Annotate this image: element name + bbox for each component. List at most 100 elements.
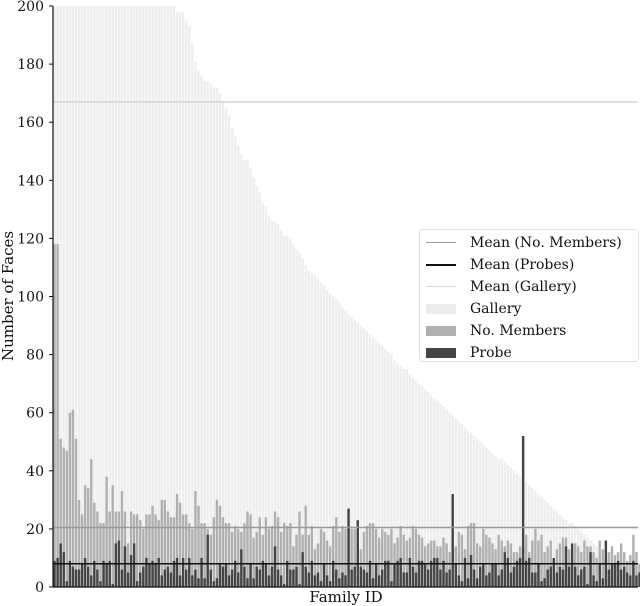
bar bbox=[622, 566, 626, 587]
bar bbox=[243, 159, 246, 587]
legend-patch-no-members-icon bbox=[426, 326, 456, 336]
bar bbox=[316, 543, 320, 587]
bar bbox=[460, 534, 464, 587]
bar bbox=[457, 575, 461, 587]
bar bbox=[335, 569, 338, 587]
bar bbox=[123, 546, 127, 587]
bar bbox=[160, 6, 163, 587]
bar bbox=[555, 572, 559, 587]
bar bbox=[148, 514, 151, 588]
bar bbox=[126, 572, 130, 587]
bar bbox=[126, 543, 130, 587]
bar bbox=[243, 566, 246, 587]
legend-line-mean-probes-icon bbox=[426, 260, 456, 270]
bar bbox=[105, 476, 108, 587]
bar bbox=[243, 523, 246, 587]
bar bbox=[68, 412, 72, 587]
bar bbox=[191, 528, 194, 587]
bar bbox=[426, 569, 430, 587]
bar bbox=[399, 557, 402, 587]
bar bbox=[289, 569, 292, 587]
bar bbox=[172, 560, 176, 587]
bar bbox=[252, 177, 255, 587]
bar bbox=[497, 534, 500, 587]
bar bbox=[528, 485, 531, 587]
bar bbox=[148, 6, 151, 587]
bar bbox=[558, 543, 562, 587]
bar bbox=[543, 499, 546, 587]
bar bbox=[74, 438, 78, 587]
bar bbox=[472, 435, 476, 587]
bar bbox=[289, 523, 292, 587]
bar bbox=[93, 502, 96, 587]
bar bbox=[71, 6, 75, 587]
bar bbox=[381, 569, 384, 587]
bar bbox=[59, 6, 62, 587]
bar bbox=[356, 520, 359, 587]
bar bbox=[240, 154, 243, 587]
bar bbox=[273, 546, 277, 587]
bar bbox=[114, 6, 118, 587]
bar bbox=[230, 531, 234, 587]
bar bbox=[276, 569, 280, 587]
bar bbox=[258, 517, 261, 587]
bar bbox=[454, 418, 457, 587]
bar bbox=[307, 534, 310, 587]
y-tick-label: 120 bbox=[17, 231, 44, 247]
bar bbox=[175, 494, 179, 587]
bar bbox=[197, 69, 200, 587]
bar bbox=[249, 514, 252, 588]
bar bbox=[237, 145, 240, 587]
bar bbox=[221, 517, 225, 587]
bar bbox=[598, 563, 601, 587]
bar bbox=[90, 575, 93, 587]
bar bbox=[635, 575, 638, 587]
bar bbox=[512, 566, 516, 587]
bar bbox=[181, 557, 185, 587]
bar bbox=[283, 523, 286, 587]
bar bbox=[166, 566, 170, 587]
bar bbox=[384, 348, 387, 587]
bar bbox=[445, 409, 448, 587]
bar bbox=[423, 563, 427, 587]
bar bbox=[405, 369, 408, 588]
bar bbox=[160, 499, 163, 587]
bar bbox=[408, 374, 412, 587]
bar bbox=[555, 511, 559, 587]
bar bbox=[151, 560, 154, 587]
bar bbox=[537, 563, 540, 587]
bar bbox=[589, 552, 592, 587]
bar bbox=[497, 459, 500, 587]
bar bbox=[71, 409, 75, 587]
bar bbox=[313, 575, 317, 587]
bar bbox=[411, 526, 415, 587]
bar bbox=[224, 107, 228, 588]
bar bbox=[368, 560, 372, 587]
bar bbox=[59, 438, 62, 587]
bar bbox=[390, 354, 393, 587]
bar bbox=[203, 578, 206, 587]
bar bbox=[374, 528, 378, 587]
bar bbox=[126, 6, 130, 587]
bar bbox=[411, 377, 415, 587]
bar bbox=[402, 534, 405, 587]
bar bbox=[629, 575, 632, 587]
bar bbox=[454, 563, 457, 587]
bar bbox=[436, 401, 439, 587]
bar bbox=[561, 537, 565, 587]
legend: Mean (No. Members) Mean (Probes) Mean (G… bbox=[419, 229, 639, 362]
bar bbox=[390, 528, 393, 587]
bar bbox=[246, 578, 249, 587]
bar bbox=[506, 464, 510, 587]
y-tick-label: 200 bbox=[17, 0, 44, 15]
bar bbox=[298, 584, 301, 587]
bar bbox=[206, 534, 209, 587]
bar bbox=[332, 526, 335, 587]
legend-item-mean-gallery: Mean (Gallery) bbox=[426, 276, 577, 298]
bar bbox=[246, 511, 249, 587]
bar bbox=[188, 557, 191, 587]
bar bbox=[338, 302, 341, 587]
bar bbox=[65, 450, 69, 587]
bar bbox=[87, 6, 90, 587]
bar bbox=[200, 523, 203, 587]
